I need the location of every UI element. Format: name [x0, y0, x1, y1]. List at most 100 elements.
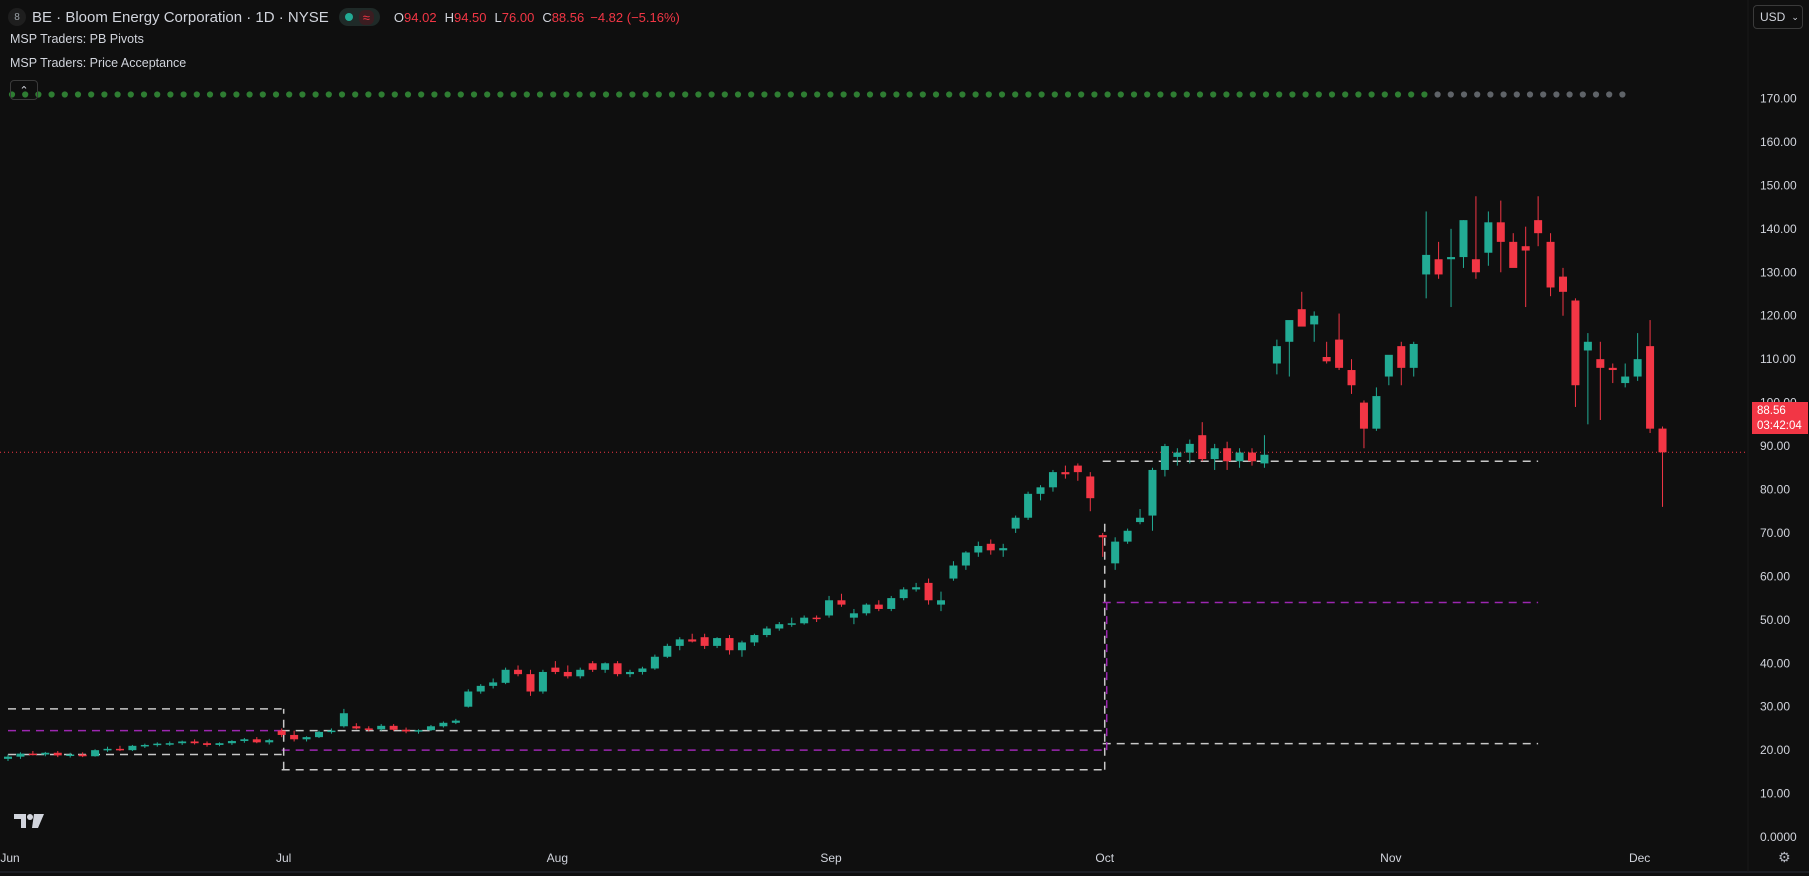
status-dot [866, 91, 874, 98]
status-dot [180, 91, 187, 98]
status-dot [299, 91, 306, 98]
candle-body [887, 598, 896, 609]
status-dot [1064, 91, 1072, 98]
status-dot [272, 91, 280, 98]
candle-body [91, 750, 100, 757]
candle-body [1608, 367, 1617, 371]
status-dot [629, 91, 636, 98]
candle-body [178, 741, 187, 744]
status-dot [1553, 91, 1560, 98]
indicator-pb-pivots[interactable]: MSP Traders: PB Pivots [10, 32, 144, 46]
status-dot [774, 91, 781, 98]
status-dot [523, 91, 530, 98]
candle-body [1073, 465, 1082, 473]
market-open-dot-icon [344, 13, 353, 21]
status-dot [1078, 91, 1085, 98]
open-value: 94.02 [404, 9, 437, 25]
status-dot [1289, 91, 1296, 98]
status-dot [127, 91, 134, 98]
status-dot [193, 91, 200, 98]
market-status-badge[interactable]: ≈ [338, 8, 380, 26]
candle-body [153, 743, 162, 746]
time-tick-label: Sep [820, 851, 842, 865]
candle-body [377, 725, 386, 730]
candle-body [1310, 315, 1319, 325]
status-dot [1566, 91, 1573, 98]
status-dot [1474, 91, 1481, 98]
status-dot [721, 91, 728, 98]
candle-body [688, 639, 697, 642]
price-tick-label: 20.00 [1760, 743, 1790, 757]
candle-body [626, 671, 634, 675]
status-dot [1157, 91, 1164, 98]
tradingview-logo-icon[interactable] [14, 812, 46, 830]
collapse-indicators-button[interactable]: ⌃ [10, 80, 38, 100]
candle-body [725, 638, 734, 651]
symbol-title[interactable]: BE · Bloom Energy Corporation · 1D · NYS… [32, 8, 329, 26]
status-dot [431, 91, 438, 98]
price-tick-label: 30.00 [1760, 700, 1790, 714]
status-dot [1223, 91, 1230, 98]
price-tick-label: 70.00 [1760, 526, 1790, 540]
candle-body [663, 645, 672, 657]
candle-body [1185, 443, 1194, 453]
status-dot [1487, 91, 1494, 98]
candle-body [1422, 254, 1431, 275]
status-dot [1130, 91, 1138, 98]
candle-body [165, 743, 174, 745]
status-dot [827, 91, 834, 98]
status-dot [1606, 91, 1613, 98]
status-dot [589, 91, 596, 98]
status-dot [22, 91, 29, 98]
candle-body [514, 669, 523, 675]
candle-body [265, 740, 274, 743]
candle-body [601, 663, 610, 670]
status-dot [893, 91, 900, 98]
candle-body [1011, 517, 1020, 529]
status-dot [1038, 91, 1045, 98]
status-dot [48, 91, 55, 98]
price-tick-label: 120.00 [1760, 309, 1797, 323]
candle-body [115, 748, 124, 751]
candle-body [1521, 246, 1530, 251]
candle-body [551, 667, 560, 672]
candle-body [476, 685, 485, 692]
status-dot [642, 91, 649, 98]
status-dot [748, 91, 755, 98]
currency-select[interactable]: USD ⌄ [1753, 5, 1803, 29]
gear-icon[interactable]: ⚙ [1778, 849, 1791, 865]
candle-body [787, 623, 796, 625]
candle-body [327, 730, 336, 733]
candle-body [1272, 346, 1281, 364]
status-dot [444, 91, 451, 98]
status-dot [154, 91, 161, 98]
status-dot [497, 91, 504, 98]
candle-body [66, 754, 75, 757]
price-tick-label: 150.00 [1760, 178, 1797, 192]
candle-body [402, 729, 411, 732]
status-dot [1144, 91, 1151, 98]
status-dot [220, 91, 227, 98]
status-dot [1012, 91, 1019, 98]
candle-body [924, 582, 933, 601]
status-dot [853, 91, 860, 98]
candle-body [464, 691, 473, 707]
change-value: −4.82 (−5.16%) [590, 9, 680, 25]
candle-body [849, 613, 858, 618]
status-dot [1526, 91, 1534, 98]
price-tick-label: 90.00 [1760, 439, 1790, 453]
indicator-price-acceptance[interactable]: MSP Traders: Price Acceptance [10, 56, 187, 70]
candle-body [352, 726, 361, 729]
status-dot [1342, 91, 1349, 98]
candle-body [1285, 320, 1294, 342]
candle-body [1583, 341, 1592, 351]
status-dot [470, 91, 478, 98]
candle-body [1335, 339, 1344, 368]
candle-body [140, 744, 149, 747]
status-dot [1408, 91, 1415, 98]
low-label: L [494, 9, 502, 25]
status-dot [1236, 91, 1243, 98]
status-dot [946, 91, 953, 98]
symbol-header: 8 BE · Bloom Energy Corporation · 1D · N… [8, 6, 680, 28]
